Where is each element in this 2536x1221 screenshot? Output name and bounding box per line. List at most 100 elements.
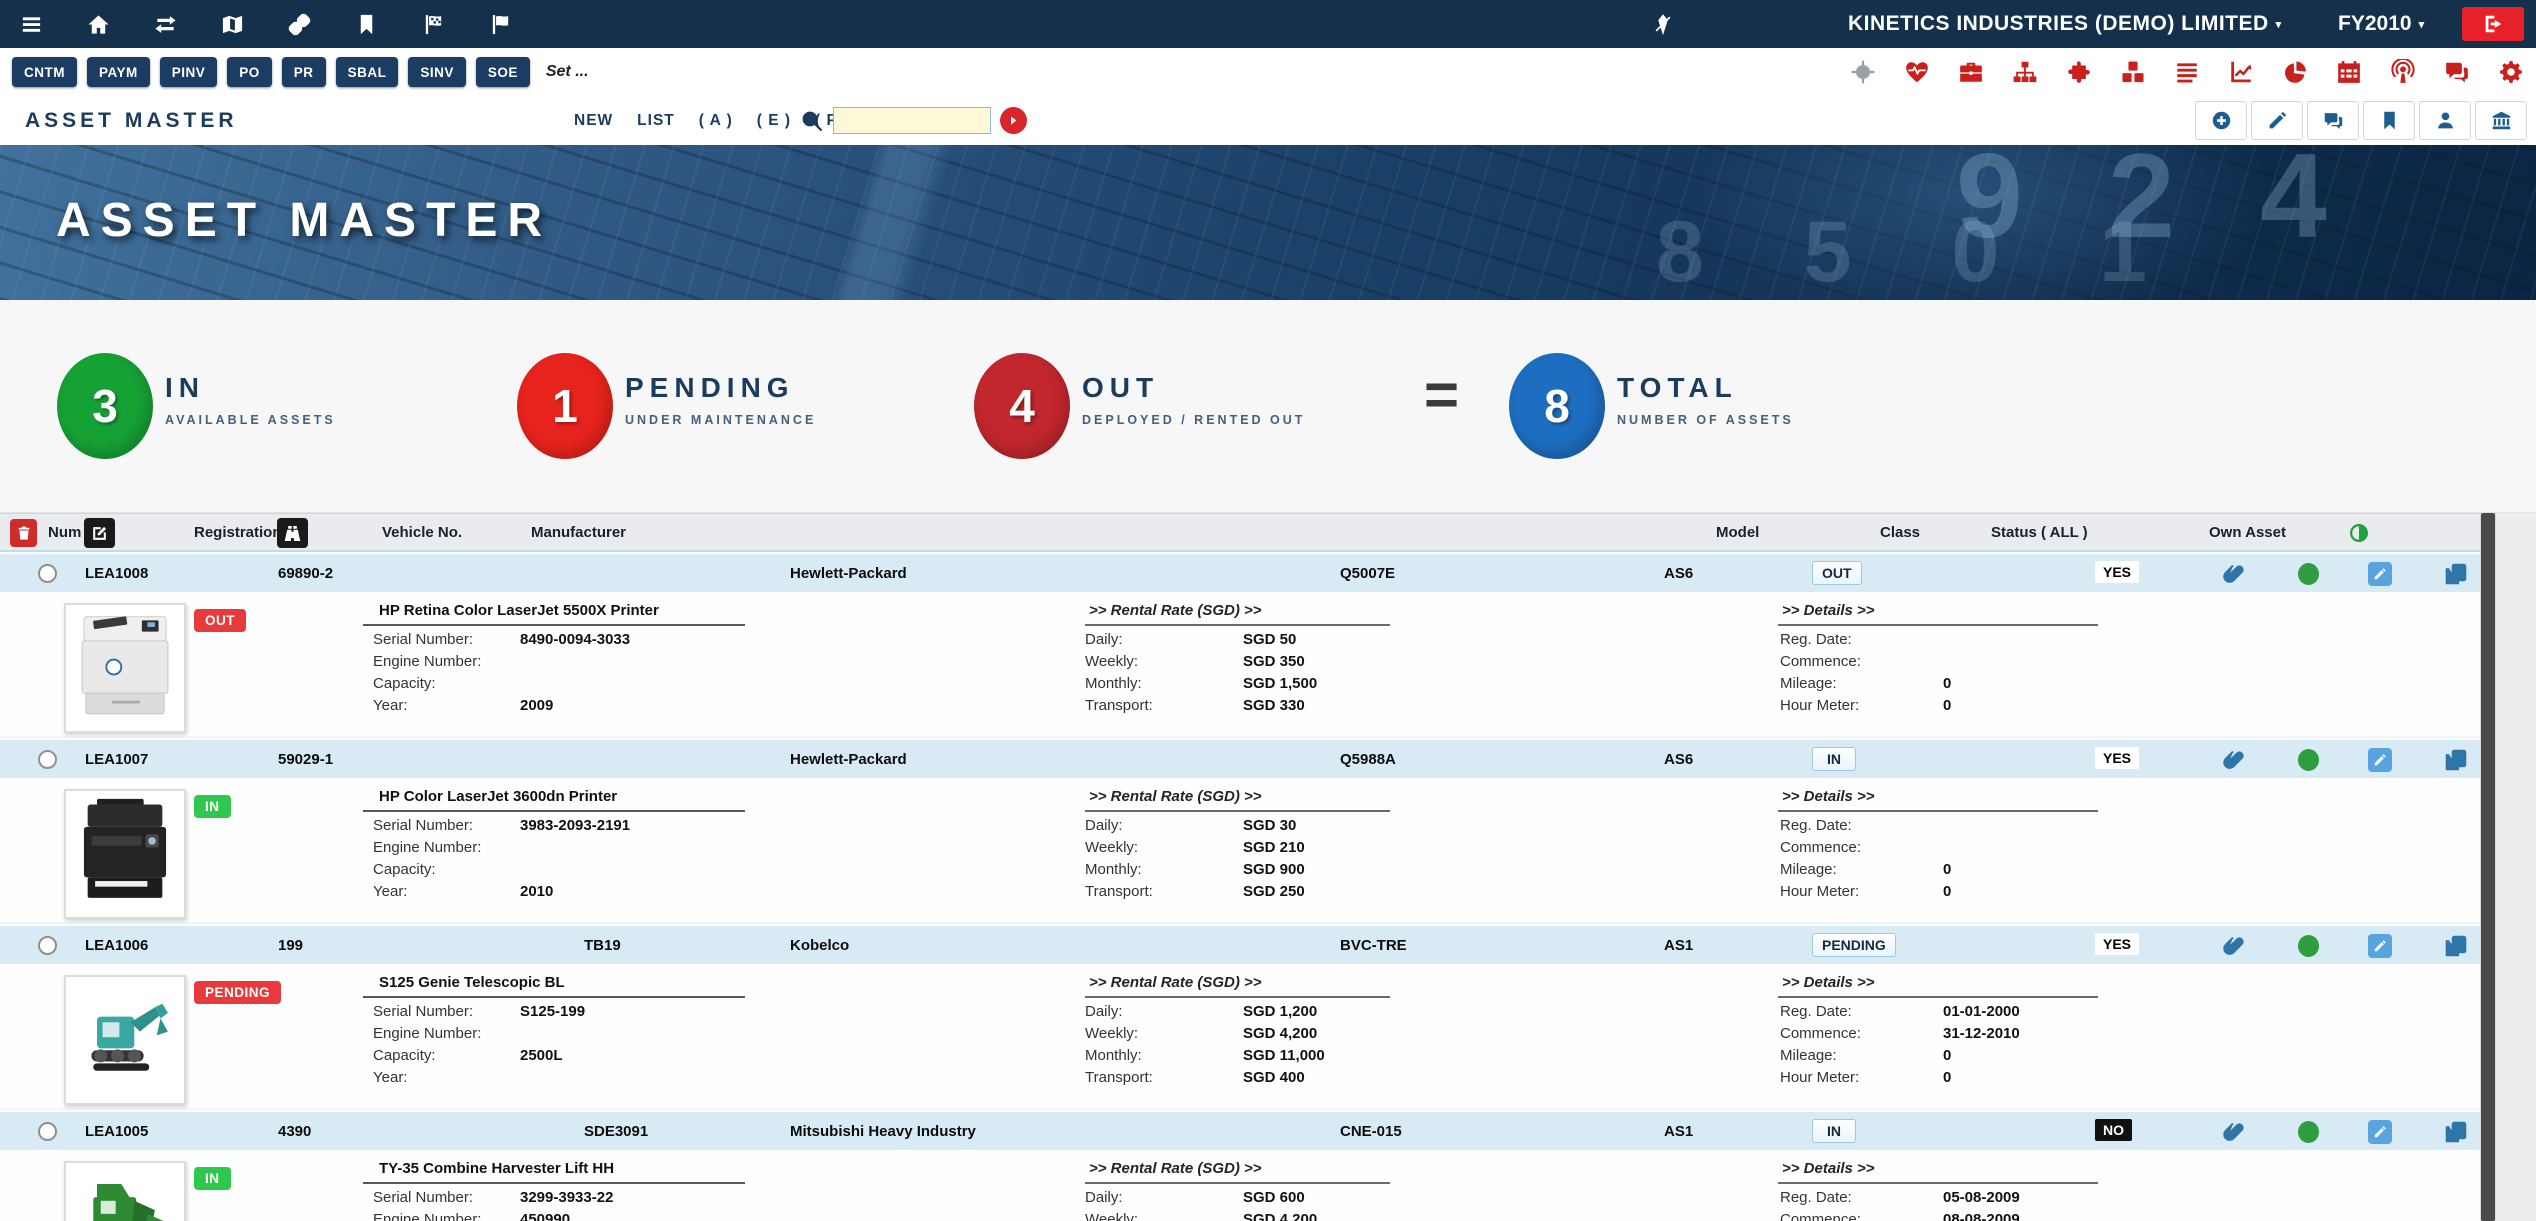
comments-icon[interactable] <box>2444 59 2470 85</box>
reg-date-label: Reg. Date: <box>1780 1003 1852 1020</box>
asset-state-badge: IN <box>194 1167 231 1190</box>
bookmark-button[interactable] <box>2363 101 2415 140</box>
copy-asset-button[interactable] <box>2444 1120 2468 1144</box>
module-button-po[interactable]: PO <box>227 57 272 87</box>
podcast-icon[interactable] <box>2390 59 2416 85</box>
daily-rate-value: SGD 50 <box>1243 631 1297 648</box>
details-section-header: >> Details >> <box>1778 1158 2098 1184</box>
details-section-header: >> Details >> <box>1778 786 2098 812</box>
column-header-class: Class <box>1880 524 1921 541</box>
select-asset-radio[interactable] <box>38 750 57 769</box>
select-asset-radio[interactable] <box>38 1122 57 1141</box>
search-go-button[interactable] <box>1000 107 1027 134</box>
lookup-button[interactable] <box>277 518 308 548</box>
menu-icon[interactable] <box>20 13 43 36</box>
attachment-icon[interactable] <box>2222 934 2246 958</box>
edit-asset-button[interactable] <box>2368 934 2392 958</box>
logout-button[interactable] <box>2462 7 2524 41</box>
module-button-sinv[interactable]: SINV <box>408 57 466 87</box>
status-filter-header[interactable]: Status ( ALL ) <box>1991 524 2088 541</box>
sitemap-icon[interactable] <box>2012 59 2038 85</box>
copy-asset-button[interactable] <box>2444 562 2468 586</box>
commence-value: 08-08-2009 <box>1943 1211 2020 1221</box>
asset-manufacturer: Kobelco <box>790 937 850 954</box>
total-sublabel: NUMBER OF ASSETS <box>1617 413 1794 427</box>
comments-button[interactable] <box>2307 101 2359 140</box>
asset-vehicle-no: SDE3091 <box>584 1123 649 1140</box>
company-name: KINETICS INDUSTRIES (DEMO) LIMITED <box>1848 12 2269 35</box>
toolbar-link-new[interactable]: NEW <box>574 111 614 129</box>
bank-button[interactable] <box>2475 101 2527 140</box>
bookmark-icon <box>2379 110 2400 131</box>
bookmark-icon[interactable] <box>355 13 378 36</box>
details-section-header: >> Details >> <box>1778 600 2098 626</box>
module-button-pinv[interactable]: PINV <box>159 57 218 87</box>
own-asset-chip: YES <box>2095 747 2140 769</box>
mileage-value: 0 <box>1943 861 1952 878</box>
serial-number-label: Serial Number: <box>373 631 474 648</box>
half-circle-filter-icon[interactable] <box>2348 522 2370 544</box>
toolbar-link-e[interactable]: ( E ) <box>756 111 792 129</box>
attachment-icon[interactable] <box>2222 748 2246 772</box>
module-button-sbal[interactable]: SBAL <box>335 57 399 87</box>
pencil-button[interactable] <box>2251 101 2303 140</box>
search-icon[interactable] <box>800 109 824 133</box>
asset-manufacturer: Mitsubishi Heavy Industry <box>790 1123 976 1140</box>
chart-line-icon[interactable] <box>2228 59 2254 85</box>
select-asset-radio[interactable] <box>38 564 57 583</box>
asset-model: BVC-TRE <box>1340 937 1407 954</box>
edit-asset-button[interactable] <box>2368 562 2392 586</box>
search-input[interactable] <box>833 107 991 134</box>
calendar-icon[interactable] <box>2336 59 2362 85</box>
home-icon[interactable] <box>87 13 110 36</box>
edit-asset-button[interactable] <box>2368 748 2392 772</box>
cubes-icon[interactable] <box>2120 59 2146 85</box>
map-icon[interactable] <box>221 13 244 36</box>
edit-mode-button[interactable] <box>84 518 115 548</box>
chart-pie-icon[interactable] <box>2282 59 2308 85</box>
briefcase-icon[interactable] <box>1958 59 1984 85</box>
serial-number-value: S125-199 <box>520 1003 586 1020</box>
monthly-label: Monthly: <box>1085 1047 1142 1064</box>
asset-registration: 4390 <box>278 1123 312 1140</box>
user-button[interactable] <box>2419 101 2471 140</box>
flag-icon[interactable] <box>489 13 512 36</box>
list-icon[interactable] <box>2174 59 2200 85</box>
asset-name: HP Retina Color LaserJet 5500X Printer <box>363 600 745 626</box>
scrollbar-track[interactable] <box>2480 513 2496 1221</box>
link-icon[interactable] <box>288 13 311 36</box>
puzzle-icon[interactable] <box>2066 59 2092 85</box>
heartbeat-icon[interactable] <box>1904 59 1930 85</box>
quick-access-icons <box>1850 48 2524 96</box>
flag-checkered-icon[interactable] <box>422 13 445 36</box>
module-button-pr[interactable]: PR <box>281 57 326 87</box>
hero-title: ASSET MASTER <box>56 194 553 247</box>
fiscal-year-selector[interactable]: FY2010 ▾ <box>2338 0 2424 48</box>
delete-button[interactable] <box>10 519 37 547</box>
toolbar-link-list[interactable]: LIST <box>637 111 675 129</box>
engine-number-label: Engine Number: <box>373 1211 482 1221</box>
scrollbar-thumb[interactable] <box>2481 513 2495 1221</box>
copy-asset-button[interactable] <box>2444 748 2468 772</box>
module-button-cntm[interactable]: CNTM <box>12 57 77 87</box>
exchange-icon[interactable] <box>154 13 177 36</box>
set-label[interactable]: Set ... <box>545 63 589 80</box>
gear-icon[interactable] <box>2498 59 2524 85</box>
plus-circle-button[interactable] <box>2195 101 2247 140</box>
weekly-label: Weekly: <box>1085 1211 1139 1221</box>
pen-icon[interactable] <box>1652 13 1674 35</box>
attachment-icon[interactable] <box>2222 1120 2246 1144</box>
toolbar-link-a[interactable]: ( A ) <box>698 111 733 129</box>
asset-registration: 69890-2 <box>278 565 334 582</box>
reg-date-value: 01-01-2000 <box>1943 1003 2020 1020</box>
attachment-icon[interactable] <box>2222 562 2246 586</box>
copy-asset-button[interactable] <box>2444 934 2468 958</box>
edit-asset-button[interactable] <box>2368 1120 2392 1144</box>
company-selector[interactable]: KINETICS INDUSTRIES (DEMO) LIMITED ▾ <box>1848 0 2282 48</box>
select-asset-radio[interactable] <box>38 936 57 955</box>
module-button-soe[interactable]: SOE <box>475 57 530 87</box>
module-button-paym[interactable]: PAYM <box>87 57 150 87</box>
move-icon[interactable] <box>1850 59 1876 85</box>
asset-num: LEA1006 <box>85 937 149 954</box>
